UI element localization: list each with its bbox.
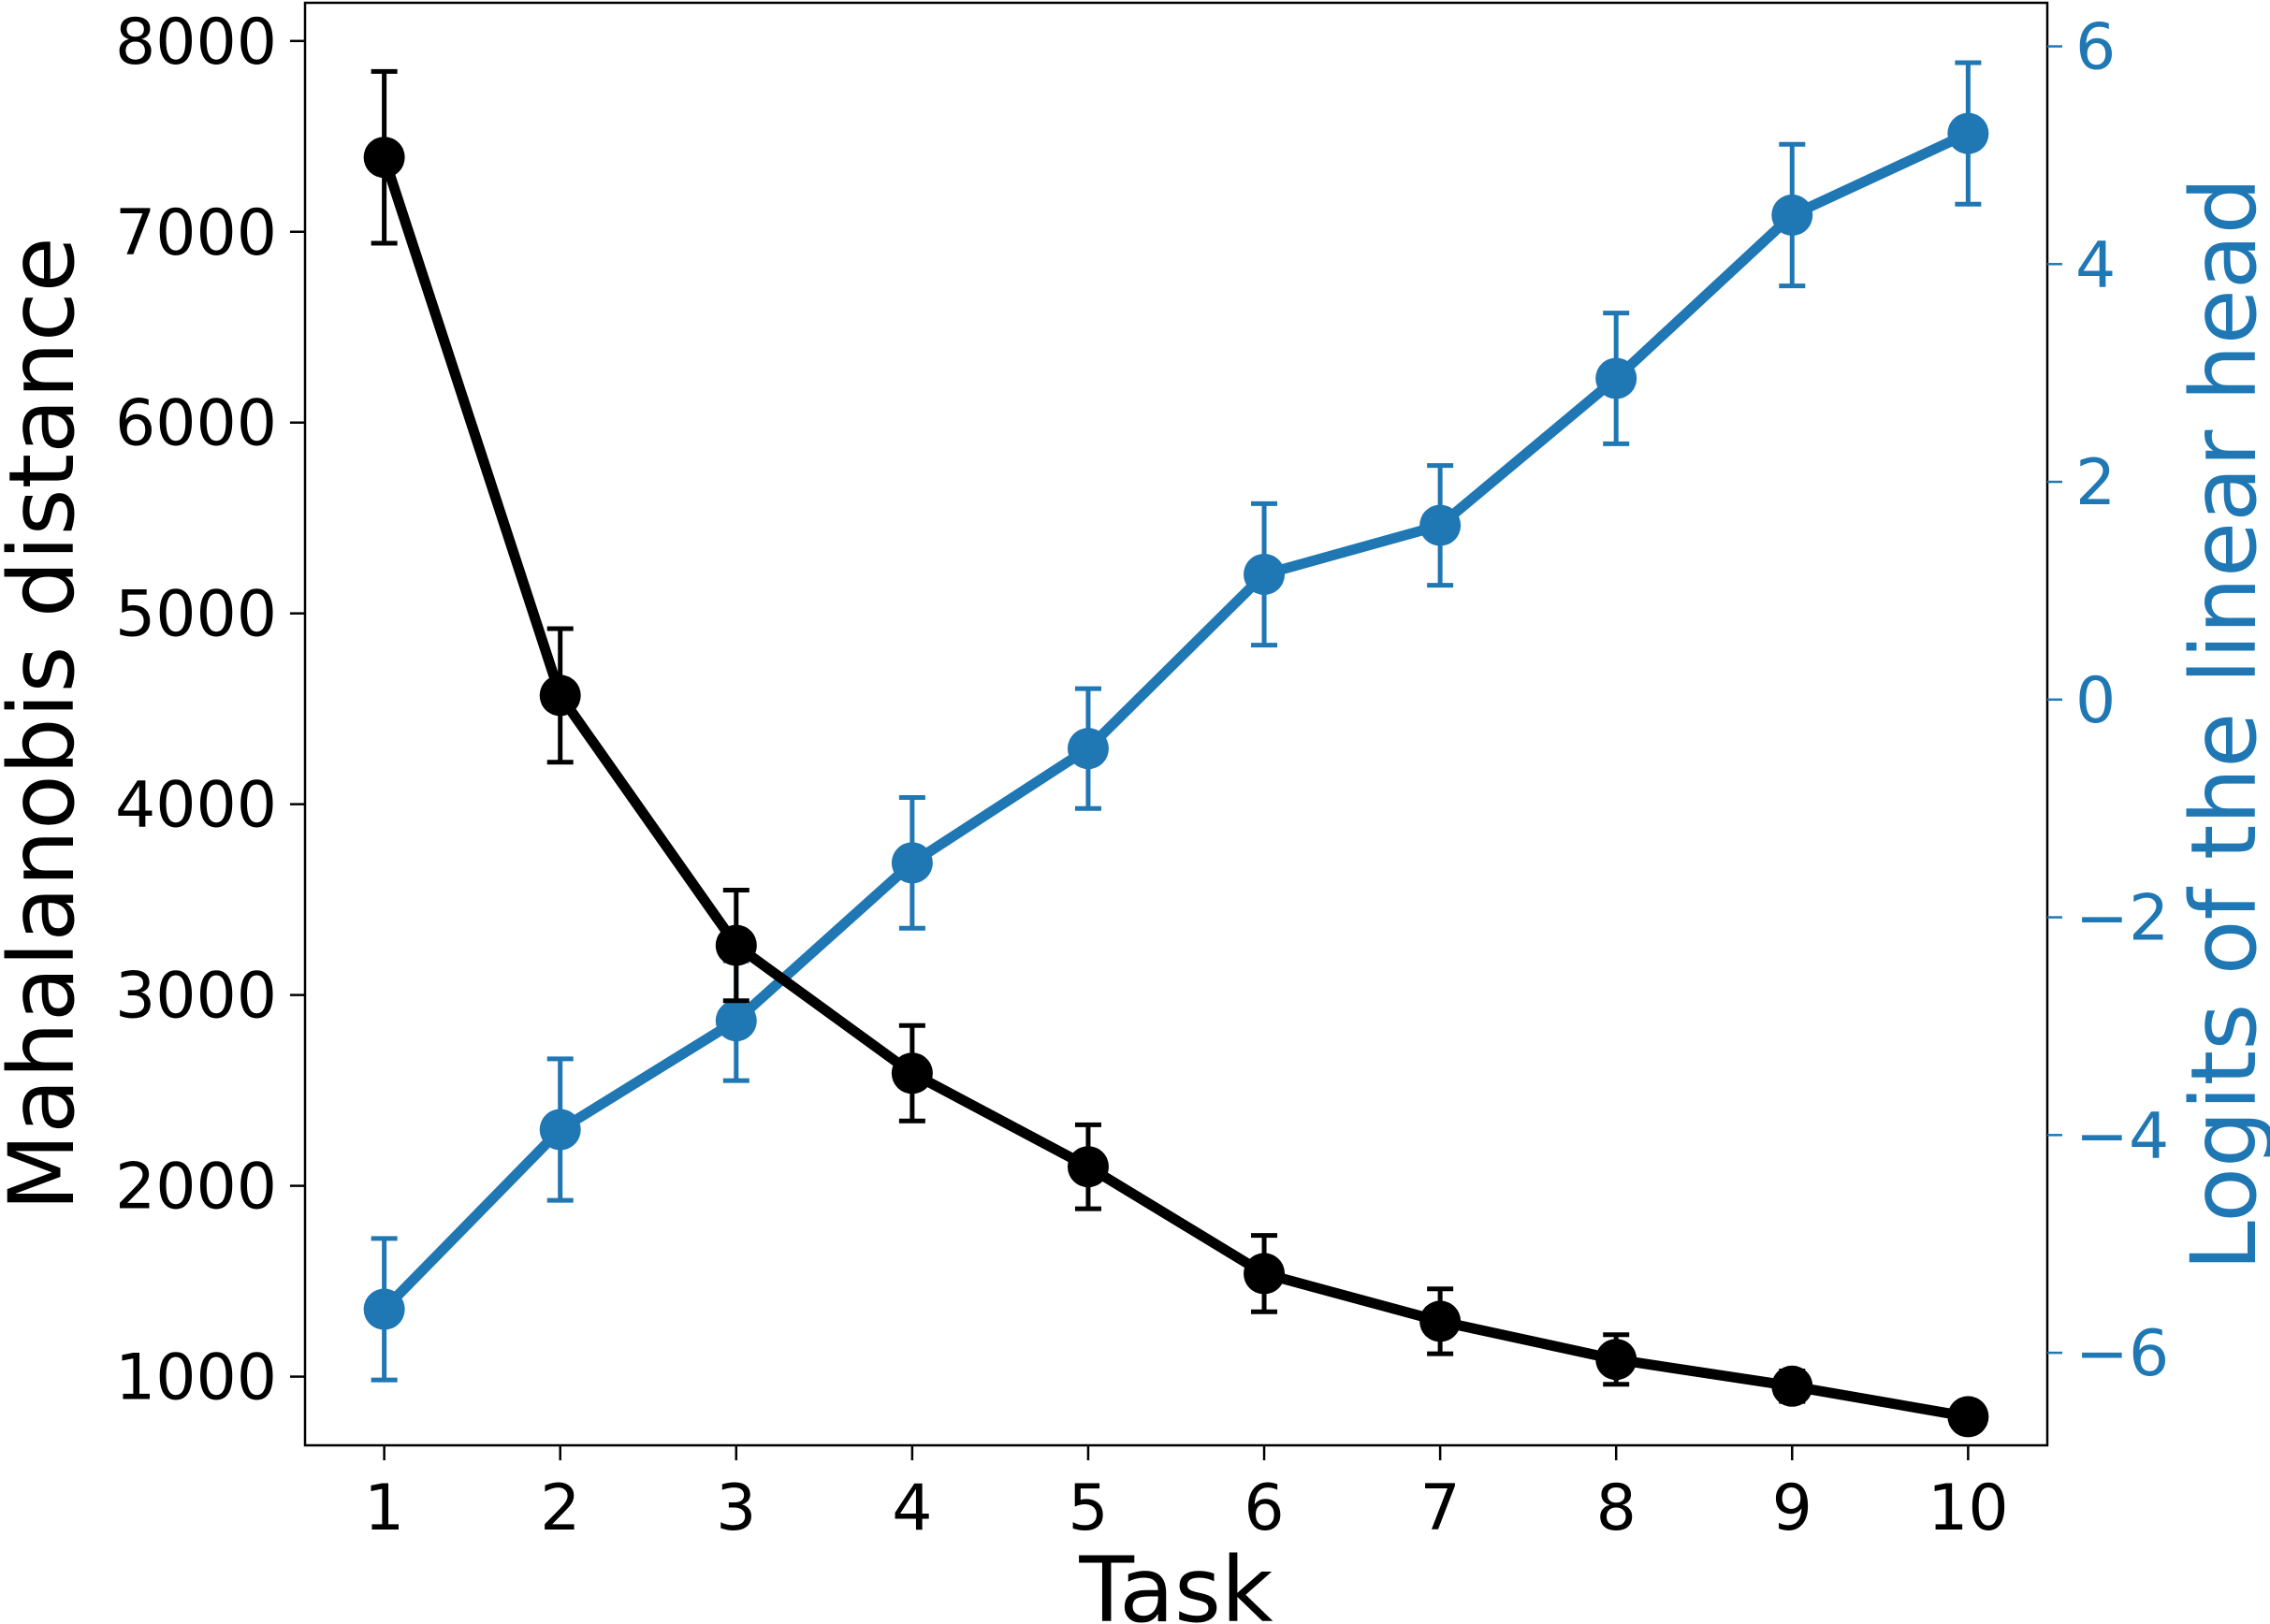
- point-right-1: [363, 1288, 405, 1330]
- y-left-tick-label-5000: 5000: [115, 578, 277, 652]
- point-left-10: [1947, 1396, 1989, 1438]
- y-right-tick-label-2: −2: [2075, 882, 2169, 956]
- x-tick-label-4: 4: [892, 1472, 932, 1545]
- y-right-tick-label-1: −4: [2075, 1099, 2169, 1173]
- y-axis-right: −6 −4 −2 0 2 4 6: [2047, 11, 2169, 1391]
- y-left-tick-label-6000: 6000: [115, 387, 277, 461]
- point-left-9: [1771, 1365, 1813, 1407]
- y-right-tick-label-0: −6: [2075, 1317, 2169, 1391]
- y-left-tick-label-2000: 2000: [115, 1151, 277, 1225]
- y-left-tick-label-4000: 4000: [115, 769, 277, 843]
- x-tick-label-2: 2: [540, 1472, 580, 1545]
- y-axis-right-label: Logits of the linear head: [2172, 177, 2270, 1270]
- x-tick-label-9: 9: [1772, 1472, 1812, 1545]
- y-right-tick-label-5: 4: [2075, 228, 2116, 302]
- x-tick-label-5: 5: [1068, 1472, 1108, 1545]
- series-mahalanobis: [363, 68, 1989, 1438]
- point-right-6: [1244, 553, 1286, 595]
- point-right-7: [1419, 504, 1462, 546]
- y-left-tick-label-8000: 8000: [115, 6, 277, 80]
- point-right-5: [1067, 728, 1109, 770]
- point-right-4: [891, 842, 933, 884]
- x-tick-label-8: 8: [1596, 1472, 1637, 1545]
- y-left-tick-label-1000: 1000: [115, 1341, 277, 1415]
- x-tick-label-7: 7: [1419, 1472, 1460, 1545]
- x-tick-label-10: 10: [1928, 1472, 2009, 1545]
- plot-frame: [303, 1, 2049, 1447]
- point-left-4: [891, 1052, 933, 1095]
- series-logits: [363, 60, 1989, 1383]
- y-left-tick-label-3000: 3000: [115, 960, 277, 1034]
- point-right-8: [1595, 357, 1637, 399]
- x-axis-label: Task: [1078, 1538, 1273, 1624]
- series-line-right: [380, 128, 1971, 1313]
- y-right-tick-label-3: 0: [2075, 664, 2116, 738]
- series-line-left: [379, 155, 1970, 1422]
- point-left-2: [539, 674, 581, 717]
- point-left-7: [1419, 1300, 1462, 1342]
- point-right-9: [1771, 194, 1813, 236]
- y-left-tick-label-7000: 7000: [115, 196, 277, 270]
- y-axis-left-label: Mahalanobis distance: [0, 237, 95, 1211]
- x-tick-label-3: 3: [716, 1472, 756, 1545]
- y-right-tick-label-4: 2: [2075, 446, 2116, 520]
- x-tick-label-6: 6: [1244, 1472, 1284, 1545]
- x-tick-label-1: 1: [364, 1472, 404, 1545]
- point-left-5: [1067, 1146, 1109, 1188]
- y-right-tick-label-6: 6: [2075, 11, 2116, 85]
- point-right-3: [715, 1000, 757, 1042]
- y-axis-left: 1000 2000 3000 4000 5000 6000 7000 8000: [115, 6, 305, 1415]
- point-left-3: [715, 924, 757, 966]
- point-left-1: [363, 137, 405, 179]
- point-right-2: [539, 1109, 581, 1151]
- point-left-6: [1244, 1253, 1286, 1295]
- point-left-8: [1595, 1339, 1637, 1381]
- x-axis: 1 2 3 4 5 6 7 8 9 10: [364, 1445, 2009, 1545]
- point-right-10: [1947, 112, 1989, 154]
